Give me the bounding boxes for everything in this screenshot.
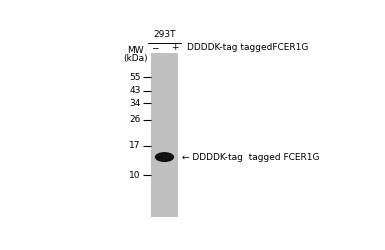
Text: 10: 10 bbox=[129, 171, 141, 180]
Text: 43: 43 bbox=[129, 86, 141, 95]
Text: 55: 55 bbox=[129, 73, 141, 82]
Text: −: − bbox=[151, 43, 159, 52]
Text: ← DDDDK-tag  tagged FCER1G: ← DDDDK-tag tagged FCER1G bbox=[182, 152, 320, 162]
Bar bbox=[151, 53, 178, 217]
Text: 26: 26 bbox=[129, 115, 141, 124]
Text: +: + bbox=[171, 43, 178, 52]
Text: 293T: 293T bbox=[153, 30, 176, 39]
Text: 17: 17 bbox=[129, 141, 141, 150]
Text: (kDa): (kDa) bbox=[123, 54, 147, 63]
Text: MW: MW bbox=[127, 46, 144, 55]
Text: 34: 34 bbox=[129, 99, 141, 108]
Ellipse shape bbox=[155, 152, 174, 162]
Text: DDDDK-tag taggedFCER1G: DDDDK-tag taggedFCER1G bbox=[187, 43, 308, 52]
